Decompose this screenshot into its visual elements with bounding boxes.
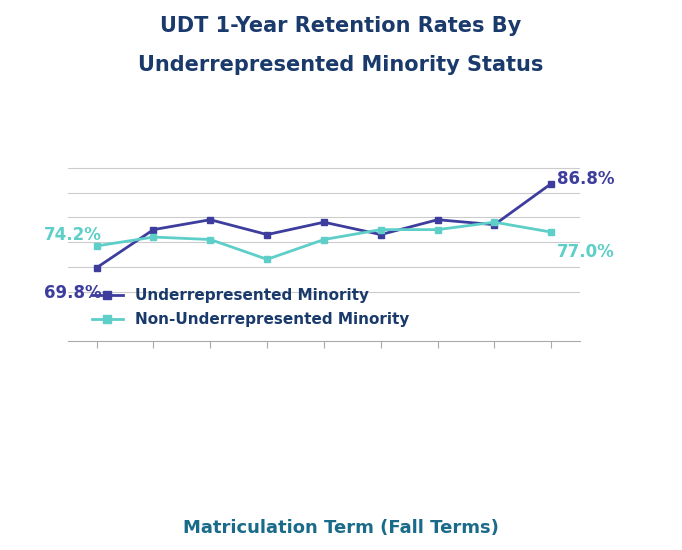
Text: 86.8%: 86.8% [557, 169, 614, 188]
Text: 69.8%: 69.8% [44, 284, 102, 303]
Legend: Underrepresented Minority, Non-Underrepresented Minority: Underrepresented Minority, Non-Underrepr… [86, 282, 415, 333]
Text: Underrepresented Minority Status: Underrepresented Minority Status [138, 55, 544, 75]
Text: 77.0%: 77.0% [557, 243, 614, 261]
Text: 74.2%: 74.2% [44, 227, 102, 244]
Text: UDT 1-Year Retention Rates By: UDT 1-Year Retention Rates By [160, 16, 522, 36]
Text: Matriculation Term (Fall Terms): Matriculation Term (Fall Terms) [183, 519, 499, 537]
